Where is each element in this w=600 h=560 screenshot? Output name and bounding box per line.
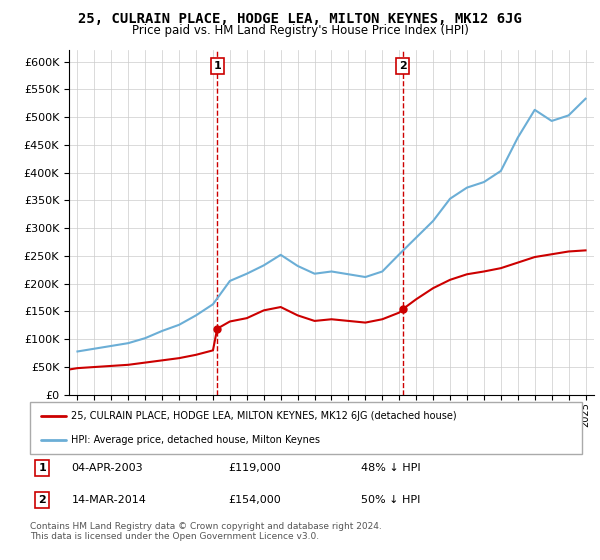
Text: 14-MAR-2014: 14-MAR-2014 (71, 495, 146, 505)
Text: HPI: Average price, detached house, Milton Keynes: HPI: Average price, detached house, Milt… (71, 435, 320, 445)
Text: 2: 2 (399, 60, 407, 71)
Text: 25, CULRAIN PLACE, HODGE LEA, MILTON KEYNES, MK12 6JG (detached house): 25, CULRAIN PLACE, HODGE LEA, MILTON KEY… (71, 411, 457, 421)
Text: Contains HM Land Registry data © Crown copyright and database right 2024.
This d: Contains HM Land Registry data © Crown c… (30, 522, 382, 542)
Text: £154,000: £154,000 (229, 495, 281, 505)
Text: 2: 2 (38, 495, 46, 505)
Text: 48% ↓ HPI: 48% ↓ HPI (361, 463, 421, 473)
FancyBboxPatch shape (30, 402, 582, 454)
Text: 1: 1 (38, 463, 46, 473)
Text: 1: 1 (214, 60, 221, 71)
Text: £119,000: £119,000 (229, 463, 281, 473)
Text: 25, CULRAIN PLACE, HODGE LEA, MILTON KEYNES, MK12 6JG: 25, CULRAIN PLACE, HODGE LEA, MILTON KEY… (78, 12, 522, 26)
Text: 04-APR-2003: 04-APR-2003 (71, 463, 143, 473)
Text: 50% ↓ HPI: 50% ↓ HPI (361, 495, 421, 505)
Text: Price paid vs. HM Land Registry's House Price Index (HPI): Price paid vs. HM Land Registry's House … (131, 24, 469, 37)
